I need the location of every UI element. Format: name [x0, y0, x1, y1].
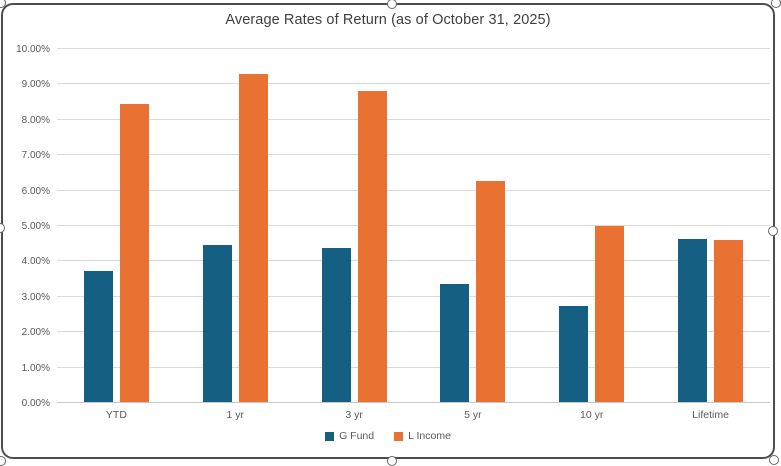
y-tick-label: 6.00% [21, 185, 50, 197]
selection-handle-top-center[interactable] [387, 0, 397, 9]
gridline [57, 48, 770, 49]
gridline [57, 331, 770, 333]
bar-g-fund-3-yr[interactable] [321, 248, 351, 402]
selection-handle-top-right[interactable] [771, 0, 781, 8]
y-tick-label: 3.00% [21, 291, 50, 303]
bars-layer [57, 49, 770, 402]
y-tick-label: 5.00% [21, 221, 50, 232]
chart-object[interactable]: Average Rates of Return (as of October 3… [1, 3, 775, 459]
bar-group-lifetime [651, 49, 770, 402]
bar-group-5-yr [413, 49, 532, 402]
gridline [57, 118, 770, 120]
gridline [57, 260, 770, 262]
gridline [57, 295, 770, 297]
bar-l-income-10-yr[interactable] [595, 225, 625, 402]
bar-l-income-1-yr[interactable] [238, 73, 268, 402]
gridline [57, 83, 770, 85]
x-axis[interactable]: YTD 1 yr 3 yr 5 yr 10 yr Lifetime [57, 409, 770, 421]
legend-label: L Income [408, 430, 451, 442]
bar-g-fund-ytd[interactable] [83, 270, 113, 402]
x-tick-label-lifetime: Lifetime [692, 409, 729, 421]
y-tick-label: 1.00% [21, 362, 50, 374]
selection-handle-bottom-left[interactable] [0, 456, 6, 466]
bar-l-income-lifetime[interactable] [714, 239, 744, 402]
selection-handle-bottom-center[interactable] [387, 456, 397, 466]
bar-g-fund-10-yr[interactable] [559, 305, 589, 402]
gridline [57, 154, 770, 156]
bar-g-fund-1-yr[interactable] [202, 244, 232, 402]
bar-group-10-yr [532, 49, 651, 402]
x-tick-label-ytd: YTD [105, 409, 127, 421]
selection-handle-middle-right[interactable] [768, 226, 778, 236]
legend-swatch-l-income [394, 431, 404, 441]
bar-l-income-3-yr[interactable] [357, 91, 387, 402]
y-tick-label: 2.00% [21, 327, 50, 339]
x-tick-label-10-yr: 10 yr [580, 409, 604, 421]
plot-area: 0.00% 1.00% 2.00% 3.00% 4.00% 5.00% 6.00% 7.00%… [16, 44, 770, 409]
y-tick-label: 9.00% [21, 79, 50, 91]
gridline [57, 225, 770, 226]
gridline [57, 402, 770, 403]
gridline [57, 366, 770, 368]
gridline [57, 189, 770, 191]
legend-swatch-g-fund [325, 431, 335, 441]
chart-title[interactable]: Average Rates of Return (as of October 3… [225, 12, 551, 28]
y-tick-label: 7.00% [21, 150, 50, 162]
selection-handle-top-left[interactable] [0, 0, 6, 8]
bar-l-income-5-yr[interactable] [476, 181, 506, 402]
bar-group-1-yr [176, 49, 295, 402]
x-tick-label-3-yr: 3 yr [345, 409, 363, 421]
y-tick-label: 0.00% [21, 398, 50, 409]
bar-l-income-ytd[interactable] [119, 104, 149, 402]
y-tick-label: 8.00% [21, 114, 50, 126]
bar-group-3-yr [295, 49, 414, 402]
bar-g-fund-lifetime[interactable] [678, 238, 708, 402]
bar-group-ytd [57, 49, 176, 402]
legend-label: G Fund [339, 430, 375, 442]
x-tick-label-1-yr: 1 yr [226, 409, 244, 421]
bar-g-fund-5-yr[interactable] [440, 283, 470, 402]
x-tick-label-5-yr: 5 yr [464, 409, 482, 421]
y-tick-label: 10.00% [16, 44, 50, 55]
legend-item-l-income[interactable]: L Income [394, 430, 451, 442]
y-tick-label: 4.00% [21, 256, 50, 268]
legend-item-g-fund[interactable]: G Fund [325, 430, 374, 442]
legend[interactable]: G Fund L Income [3, 430, 773, 442]
